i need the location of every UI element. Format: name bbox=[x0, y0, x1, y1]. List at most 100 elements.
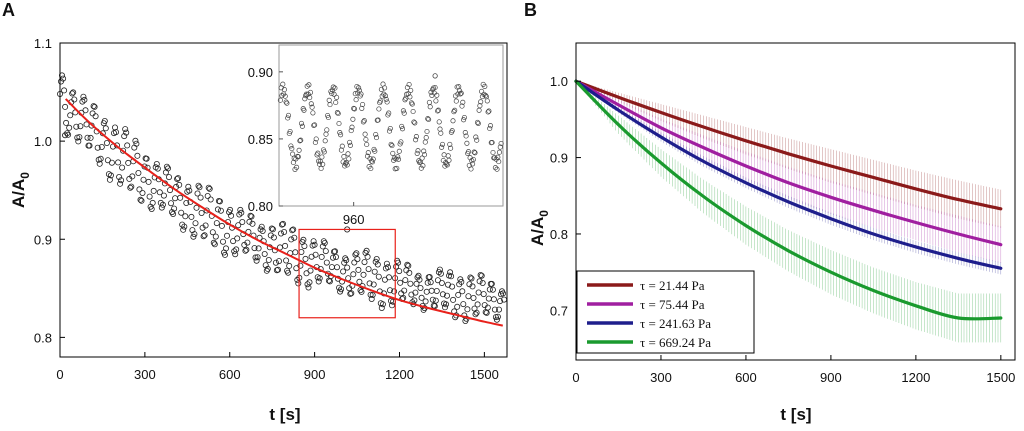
data-point bbox=[467, 274, 474, 281]
inset-data-point bbox=[498, 140, 504, 147]
inset-data-point bbox=[360, 101, 366, 108]
data-point bbox=[406, 269, 413, 276]
inset-data-point bbox=[459, 103, 465, 109]
inset-data-point bbox=[376, 106, 382, 112]
error-bars bbox=[578, 82, 1002, 263]
inset-data-point bbox=[296, 147, 302, 153]
data-point bbox=[209, 229, 216, 236]
inset-data-point bbox=[329, 90, 335, 97]
data-point bbox=[353, 250, 360, 257]
data-point bbox=[364, 253, 371, 260]
inset-data-point bbox=[398, 139, 404, 145]
inset-data-point bbox=[360, 119, 366, 125]
data-point bbox=[302, 255, 309, 262]
data-point bbox=[253, 257, 260, 264]
inset-data-point bbox=[453, 98, 459, 104]
inset-data-point bbox=[334, 94, 340, 100]
data-point bbox=[66, 124, 73, 131]
panel-b-x-tick-label: 0 bbox=[572, 370, 579, 385]
data-point bbox=[62, 103, 69, 110]
data-point bbox=[193, 204, 200, 211]
data-point bbox=[197, 194, 204, 201]
inset-data-point bbox=[324, 127, 330, 133]
inset-data-point bbox=[432, 84, 438, 91]
data-point bbox=[321, 239, 328, 246]
fit-line bbox=[64, 98, 504, 327]
inset-data-point bbox=[462, 130, 468, 136]
data-point bbox=[71, 96, 78, 103]
inset-data-point bbox=[470, 156, 476, 163]
data-point bbox=[304, 281, 311, 288]
data-point bbox=[449, 283, 456, 290]
data-point bbox=[297, 262, 304, 269]
data-point bbox=[368, 295, 375, 302]
data-point bbox=[288, 236, 295, 243]
inset-data-point bbox=[343, 160, 349, 166]
data-point bbox=[465, 293, 472, 300]
data-point bbox=[243, 246, 250, 253]
data-point bbox=[251, 245, 258, 252]
data-point bbox=[290, 226, 297, 233]
inset-data-point bbox=[345, 151, 351, 157]
data-point bbox=[133, 140, 140, 147]
data-point bbox=[318, 253, 325, 260]
panel-b-axes-frame bbox=[575, 42, 1016, 361]
data-point bbox=[458, 278, 465, 285]
panel-a-x-tick-label: 0 bbox=[56, 367, 63, 382]
data-point bbox=[261, 250, 268, 257]
svg-text:A/A0: A/A0 bbox=[9, 172, 32, 208]
inset-data-point bbox=[408, 87, 414, 93]
data-point bbox=[70, 89, 77, 96]
data-point bbox=[128, 183, 135, 190]
inset-data-point bbox=[461, 117, 467, 123]
panel-a-y-axis-title-sub: 0 bbox=[18, 172, 32, 179]
inset-data-point bbox=[469, 158, 475, 164]
inset-data-point bbox=[334, 110, 340, 116]
inset-data-point bbox=[410, 108, 416, 115]
data-point bbox=[292, 249, 299, 256]
inset-data-point bbox=[361, 118, 367, 124]
inset-data-point bbox=[391, 157, 397, 163]
data-point bbox=[212, 233, 219, 240]
inset-data-point bbox=[373, 135, 380, 141]
data-point bbox=[295, 280, 302, 287]
panel-b-y-axis-title: A/A0 bbox=[528, 210, 551, 246]
inset-data-point bbox=[280, 81, 286, 87]
inset-data-point bbox=[308, 101, 314, 107]
data-point bbox=[411, 297, 418, 304]
panel-a-x-tick-label: 900 bbox=[304, 367, 326, 382]
data-point bbox=[204, 192, 211, 199]
data-point bbox=[87, 134, 94, 141]
data-point bbox=[397, 279, 404, 286]
data-point bbox=[354, 256, 361, 263]
data-point bbox=[316, 275, 323, 282]
inset-data-point bbox=[331, 91, 337, 97]
data-point bbox=[91, 103, 98, 110]
data-point bbox=[460, 301, 467, 308]
data-point bbox=[386, 287, 393, 294]
inset-data-point bbox=[413, 134, 419, 140]
data-point bbox=[166, 187, 173, 194]
data-point bbox=[143, 155, 150, 162]
inset-data-point bbox=[359, 105, 365, 111]
data-point bbox=[211, 241, 218, 248]
inset-data-point bbox=[449, 128, 455, 134]
inset-data-point bbox=[458, 90, 464, 96]
inset-data-point bbox=[322, 138, 328, 144]
inset-data-point bbox=[443, 161, 450, 167]
inset-data-point bbox=[355, 90, 361, 96]
data-point bbox=[323, 259, 330, 266]
data-point bbox=[478, 272, 485, 279]
panel-b-y-tick-label: 0.7 bbox=[550, 303, 568, 318]
inset-data-point bbox=[487, 125, 493, 132]
data-point bbox=[464, 306, 471, 313]
inset-data-point bbox=[313, 136, 319, 142]
inset-data-point bbox=[353, 97, 359, 103]
inset-data-point bbox=[370, 156, 376, 162]
data-point bbox=[286, 262, 293, 269]
data-point bbox=[236, 211, 243, 218]
inset-data-point bbox=[408, 100, 415, 106]
data-point bbox=[439, 291, 446, 298]
data-point bbox=[443, 292, 450, 299]
data-point bbox=[437, 270, 444, 277]
